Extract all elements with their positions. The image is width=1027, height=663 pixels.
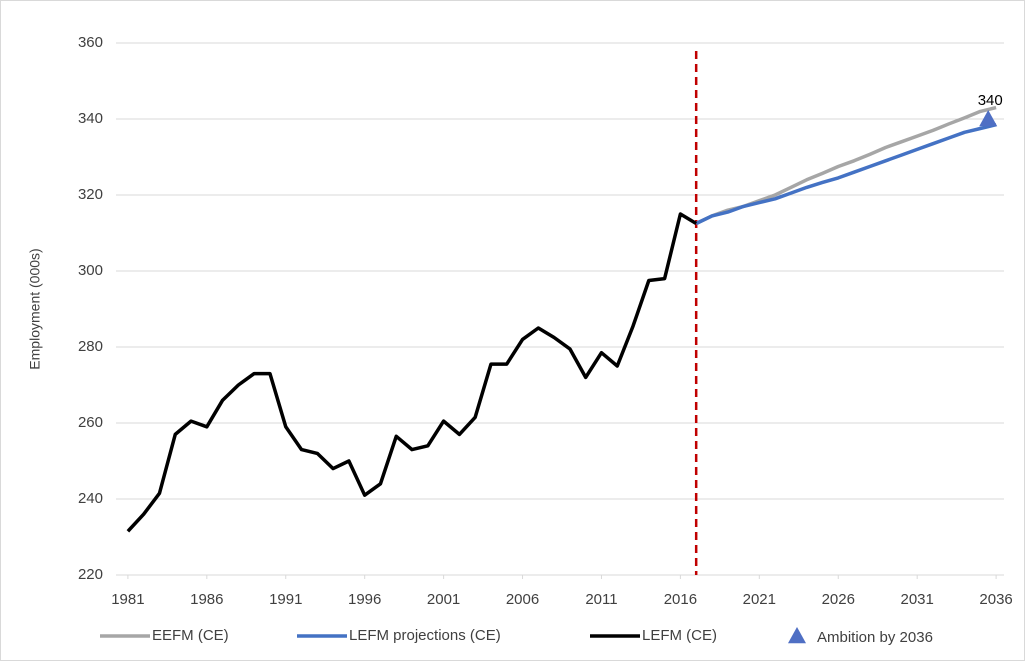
- x-tick-label: 1981: [111, 591, 144, 608]
- legend-label: LEFM (CE): [642, 627, 717, 644]
- x-tick-label: 1991: [269, 591, 302, 608]
- x-tick-label: 1986: [190, 591, 223, 608]
- series-line: [695, 122, 997, 226]
- y-axis-title: Employment (000s): [27, 248, 43, 369]
- x-tick-label: 2031: [900, 591, 933, 608]
- y-tick-label: 300: [78, 262, 103, 279]
- y-tick-label: 260: [78, 414, 103, 431]
- x-tick-label: 2001: [427, 591, 460, 608]
- y-tick-label: 240: [78, 490, 103, 507]
- legend-label: EEFM (CE): [152, 627, 229, 644]
- legend-swatch: [788, 627, 806, 644]
- legend-label: LEFM projections (CE): [349, 627, 501, 644]
- x-tick-label: 2006: [506, 591, 539, 608]
- ambition-marker: [979, 110, 998, 127]
- x-tick-label: 2036: [979, 591, 1012, 608]
- y-tick-label: 360: [78, 34, 103, 51]
- x-tick-label: 2021: [743, 591, 776, 608]
- y-tick-label: 280: [78, 338, 103, 355]
- y-tick-label: 220: [78, 566, 103, 583]
- legend-label: Ambition by 2036: [817, 629, 933, 646]
- data-label: 340: [978, 92, 1003, 109]
- x-tick-label: 1996: [348, 591, 381, 608]
- y-tick-label: 320: [78, 186, 103, 203]
- x-tick-label: 2026: [822, 591, 855, 608]
- y-tick-label: 340: [78, 110, 103, 127]
- x-tick-label: 2011: [585, 591, 617, 608]
- x-tick-label: 2016: [664, 591, 697, 608]
- series-line: [126, 212, 698, 533]
